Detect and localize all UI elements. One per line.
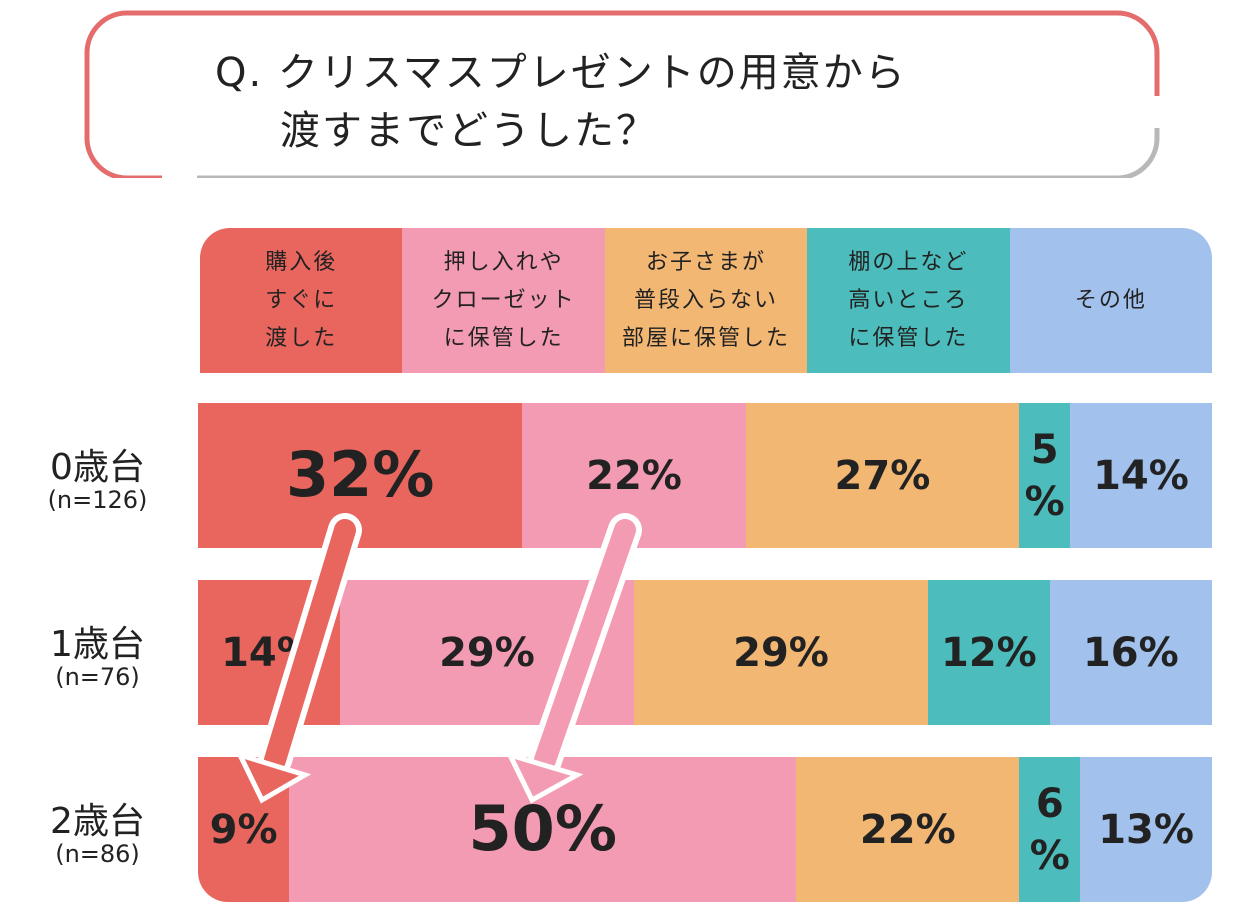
bar-segment: 12%	[928, 580, 1050, 725]
bar-segment: 9%	[198, 757, 290, 902]
row-label: 1歳台	[50, 624, 145, 665]
bar-segment: 27%	[745, 403, 1020, 548]
bar-row: 9% 50% 22% 6% 13%	[198, 757, 1212, 902]
bar-segment: 22%	[522, 403, 746, 548]
legend-item: その他	[1009, 228, 1212, 373]
value-label: 6%	[1029, 780, 1070, 879]
legend: 購入後 すぐに 渡した 押し入れや クローゼット に保管した お子さまが 普段入らな…	[200, 228, 1212, 373]
value-label: 16%	[1082, 629, 1179, 676]
bar-segment: 16%	[1049, 580, 1212, 725]
bar-segment: 32%	[198, 403, 523, 548]
bar-row: 32% 22% 27% 5% 14%	[198, 403, 1212, 548]
value-label: 12%	[941, 629, 1037, 676]
value-label: 14%	[1093, 452, 1189, 499]
legend-item: 購入後 すぐに 渡した	[200, 228, 403, 373]
sample-size: (n=86)	[55, 840, 140, 868]
legend-item: お子さまが 普段入らない 部屋に保管した	[604, 228, 808, 373]
sample-size: (n=76)	[55, 663, 140, 691]
row-label: 0歳台	[50, 447, 145, 488]
value-label: 32%	[286, 438, 435, 512]
legend-item: 棚の上など 高いところ に保管した	[807, 228, 1010, 373]
value-label: 29%	[439, 629, 535, 676]
bar-row: 14% 29% 29% 12% 16%	[198, 580, 1212, 725]
title-line: Q. クリスマスプレゼントの用意から	[215, 50, 907, 96]
bar-segment: 29%	[339, 580, 634, 725]
value-label: 27%	[834, 452, 931, 499]
value-label: 50%	[468, 792, 617, 866]
value-label: 14%	[221, 629, 317, 676]
bar-segment: 13%	[1080, 757, 1212, 902]
row-label: 2歳台	[50, 801, 145, 842]
bar-segment: 5%	[1019, 403, 1070, 548]
bar-segment: 50%	[289, 757, 797, 902]
value-label: 29%	[733, 629, 829, 676]
bar-segment: 6%	[1019, 757, 1081, 902]
value-label: 13%	[1098, 806, 1194, 853]
title-box	[84, 10, 1160, 178]
bar-segment: 29%	[634, 580, 929, 725]
value-label: 22%	[586, 452, 682, 499]
title-line: 渡すまでどうした？	[280, 108, 658, 154]
value-label: 5%	[1024, 426, 1065, 525]
value-label: 22%	[859, 806, 956, 853]
bar-segment: 14%	[198, 580, 340, 725]
legend-item: 押し入れや クローゼット に保管した	[402, 228, 605, 373]
bar-segment: 14%	[1070, 403, 1212, 548]
sample-size: (n=126)	[47, 486, 148, 514]
bar-segment: 22%	[796, 757, 1020, 902]
value-label: 9%	[209, 806, 278, 853]
